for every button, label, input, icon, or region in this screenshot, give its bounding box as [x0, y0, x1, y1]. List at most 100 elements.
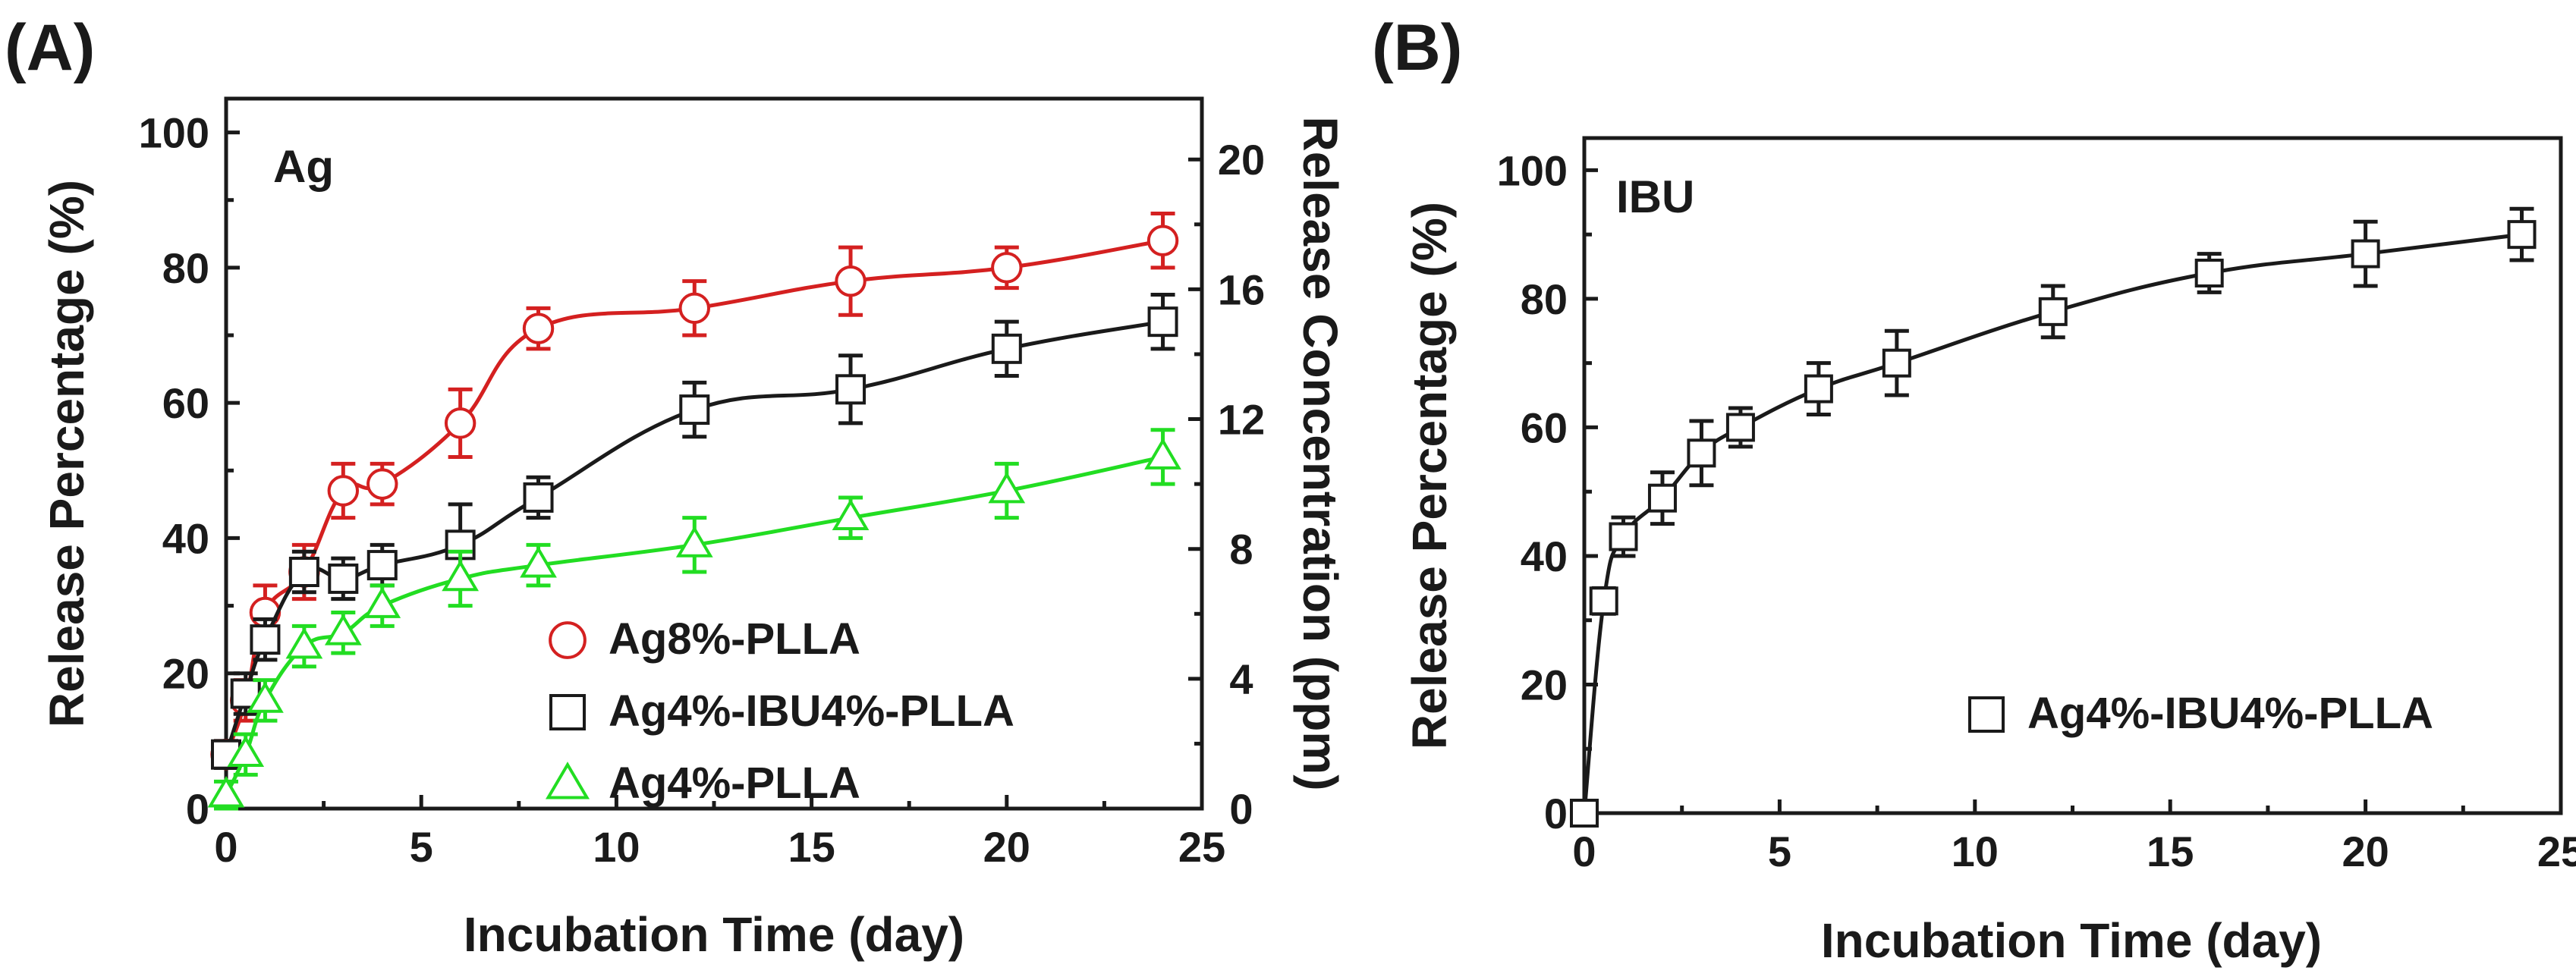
panel-a-data-point: [324, 614, 362, 645]
panel-a-series-line: [224, 455, 1164, 796]
panel-b-y-ticks: 0 20 40 60 80 100: [1497, 146, 1598, 837]
panel-b-data-point: [2038, 297, 2068, 326]
panel-a-y-tick-label: 100: [139, 109, 209, 157]
panel-b-data-point: [2507, 220, 2537, 250]
panel-a-legend: Ag8%-PLLA Ag4%-IBU4%-PLLA Ag4%-PLLA: [545, 614, 1014, 808]
panel-b-series: [1570, 206, 2537, 828]
panel-b-x-tick-label: 5: [1768, 828, 1791, 875]
panel-b-data-point: [1725, 413, 1755, 442]
panel-b-inset-label: IBU: [1616, 171, 1694, 222]
panel-a-data-point: [327, 475, 360, 507]
panel-b-data-point: [1647, 483, 1677, 513]
panel-a-y-tick-label: 0: [186, 785, 209, 833]
panel-a-x-tick-label: 25: [1178, 823, 1225, 871]
panel-b-x-tick-label: 25: [2537, 828, 2576, 875]
panel-a-x-tick-label: 0: [214, 823, 237, 871]
panel-a-x-axis-title: Incubation Time (day): [464, 907, 964, 962]
panel-a-legend-label: Ag4%-IBU4%-PLLA: [609, 686, 1014, 736]
panel-b: (B) IBU 0 5 10 15 20 25 0 20 40 60 80 100 Incubati…: [1372, 11, 2576, 968]
panel-a-data-point: [988, 471, 1026, 504]
panel-a-data-point: [835, 265, 867, 297]
panel-b-data-point: [1609, 522, 1638, 551]
panel-a-y2-axis-title: Release Concentration (ppm): [1293, 116, 1348, 790]
panel-b-data-point: [2351, 239, 2380, 269]
panel-a-x-tick-label: 5: [410, 823, 433, 871]
panel-a-legend-marker: [545, 762, 590, 799]
panel-b-x-ticks: 0 5 10 15 20 25: [1572, 799, 2576, 875]
panel-a-data-point: [679, 394, 710, 426]
panel-b-data-point: [1804, 374, 1833, 404]
panel-a-series: [207, 212, 1181, 811]
panel-a-y-ticks: 0 20 40 60 80 100: [139, 109, 240, 833]
panel-b-x-tick-label: 20: [2342, 828, 2389, 875]
panel-a-y-tick-label: 40: [162, 514, 209, 562]
panel-a-data-point: [227, 735, 265, 768]
panel-b-y-tick-label: 100: [1497, 146, 1568, 194]
panel-b-y-tick-label: 80: [1521, 275, 1568, 323]
panel-a-y2-tick-label: 20: [1218, 136, 1265, 184]
panel-b-y-tick-label: 0: [1544, 790, 1568, 837]
panel-b-legend-label: Ag4%-IBU4%-PLLA: [2027, 689, 2433, 738]
panel-a-data-point: [678, 292, 711, 325]
panel-a-y2-tick-label: 4: [1229, 655, 1253, 703]
panel-a-data-point: [366, 468, 398, 500]
panel-b-letter: (B): [1372, 11, 1462, 84]
panel-a-data-point: [991, 333, 1022, 364]
panel-a-legend-label: Ag4%-PLLA: [609, 759, 860, 808]
panel-a-data-point: [207, 776, 245, 808]
panel-a-legend-marker: [549, 694, 586, 730]
panel-a-data-point: [522, 313, 555, 344]
panel-b-data-point: [2194, 259, 2224, 287]
panel-b-legend-marker: [1968, 696, 2005, 733]
panel-a-data-point: [288, 557, 319, 587]
panel-b-y-tick-label: 60: [1521, 404, 1568, 451]
panel-b-y-tick-label: 20: [1521, 661, 1568, 708]
panel-a-y2-tick-label: 8: [1229, 526, 1253, 573]
panel-a-x-tick-label: 15: [788, 823, 835, 871]
panel-a-y-tick-label: 20: [162, 650, 209, 698]
panel-a-inset-label: Ag: [273, 141, 334, 192]
panel-a-data-point: [835, 374, 867, 405]
panel-a-x-tick-label: 20: [983, 823, 1030, 871]
panel-b-x-tick-label: 0: [1572, 828, 1596, 875]
panel-b-x-tick-label: 15: [2147, 828, 2194, 875]
panel-b-series-0: [1570, 206, 2537, 828]
panel-b-data-point: [1687, 438, 1716, 468]
panel-a-x-ticks: 0 5 10 15 20 25: [214, 795, 1225, 871]
panel-a-data-point: [1144, 438, 1181, 470]
panel-a-data-point: [523, 482, 554, 513]
panel-a-legend-marker: [549, 621, 587, 659]
panel-a-data-point: [1146, 225, 1179, 256]
panel-a-series-2: [207, 428, 1181, 811]
panel-a-data-point: [328, 563, 359, 594]
panel-a-data-point: [285, 627, 323, 659]
panel-a-data-point: [442, 559, 480, 592]
panel-a-data-point: [366, 550, 398, 581]
panel-a-data-point: [991, 252, 1023, 284]
panel-a-data-point: [675, 526, 713, 558]
panel-a-y2-tick-label: 16: [1218, 265, 1265, 313]
panel-a: (A) Ag 0 5 10 15 20 25 0 20 40 60 80 100 0 4 8 12 16 20…: [5, 11, 1348, 962]
panel-b-data-point: [1589, 586, 1618, 616]
panel-b-data-point: [1882, 348, 1911, 378]
panel-b-x-tick-label: 10: [1952, 828, 1999, 875]
panel-a-data-point: [1147, 306, 1178, 338]
panel-a-data-point: [363, 586, 401, 618]
panel-a-y-tick-label: 80: [162, 244, 209, 292]
panel-a-y2-tick-label: 12: [1218, 396, 1265, 444]
panel-a-y2-ticks: 0 4 8 12 16 20: [1188, 136, 1265, 833]
panel-a-legend-label: Ag8%-PLLA: [609, 614, 860, 664]
panel-a-data-point: [832, 498, 870, 531]
panel-b-data-point: [1570, 799, 1599, 828]
panel-a-y-tick-label: 60: [162, 379, 209, 427]
panel-a-letter: (A): [5, 11, 95, 84]
panel-a-data-point: [250, 624, 281, 655]
panel-a-y-axis-title: Release Percentage (%): [39, 180, 94, 727]
panel-b-legend: Ag4%-IBU4%-PLLA: [1968, 689, 2433, 738]
panel-b-y-axis-title: Release Percentage (%): [1402, 202, 1457, 749]
panel-b-y-tick-label: 40: [1521, 532, 1568, 580]
panel-a-y2-tick-label: 0: [1229, 785, 1253, 833]
panel-a-data-point: [444, 407, 477, 439]
panel-a-data-point: [247, 681, 284, 713]
